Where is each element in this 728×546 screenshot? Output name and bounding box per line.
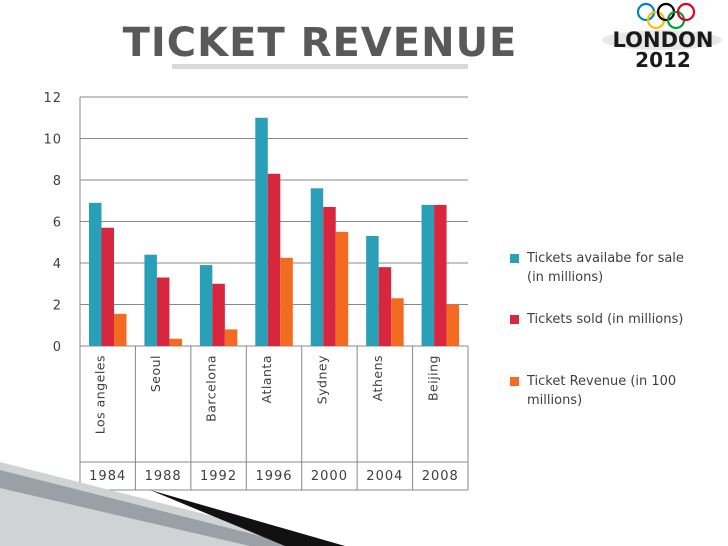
- bar: [323, 206, 336, 346]
- logo-year: 2012: [635, 48, 691, 72]
- legend-item-revenue: Ticket Revenue (in 100 millions): [510, 372, 700, 410]
- category-label: Atlanta: [259, 355, 274, 403]
- bar: [224, 329, 238, 346]
- bar: [366, 236, 379, 346]
- bar: [421, 204, 435, 346]
- legend-item-sold: Tickets sold (in millions): [510, 310, 700, 329]
- title-underline: [172, 64, 468, 69]
- category-labels: Los angeles Seoul Barcelona Atlanta Sydney At…: [93, 355, 441, 434]
- year-label: 2008: [422, 469, 459, 484]
- logo-london: LONDON: [613, 28, 714, 52]
- london-2012-logo: LONDON 2012: [602, 2, 722, 72]
- year-label: 2004: [366, 469, 403, 484]
- bar: [89, 202, 102, 346]
- bar: [199, 265, 213, 346]
- legend-item-available: Tickets availabe for sale (in millions): [510, 249, 700, 287]
- y-tick-label: 8: [53, 174, 62, 189]
- legend-swatch: [510, 254, 519, 263]
- bar: [156, 277, 170, 346]
- bar: [169, 338, 182, 346]
- bars: [89, 117, 460, 346]
- y-tick-label: 2: [53, 299, 62, 314]
- bar: [434, 204, 447, 346]
- y-tick-label: 4: [53, 257, 62, 272]
- logo-swoosh: [602, 30, 722, 50]
- y-tick-label: 12: [43, 91, 62, 106]
- y-axis-ticks: 0 2 4 6 8 10 12: [43, 91, 62, 355]
- bar: [255, 117, 268, 346]
- olympic-rings-icon: [636, 2, 696, 30]
- legend-label: Tickets availabe for sale (in millions): [527, 251, 684, 285]
- category-label: Beijing: [425, 355, 440, 401]
- y-tick-label: 0: [53, 340, 62, 355]
- legend-label: Ticket Revenue (in 100 millions): [527, 374, 677, 408]
- year-label: 1992: [200, 469, 237, 484]
- bar: [280, 257, 293, 346]
- category-label: Sydney: [314, 355, 329, 404]
- chart-frame: [79, 97, 469, 491]
- legend-swatch: [510, 377, 519, 386]
- bar: [267, 173, 281, 346]
- legend-swatch: [510, 315, 519, 324]
- year-label: 1988: [145, 469, 182, 484]
- slide-title: TICKET REVENUE: [122, 20, 518, 66]
- year-label: 1984: [89, 469, 126, 484]
- category-label: Los angeles: [93, 355, 108, 434]
- year-label: 2000: [311, 469, 348, 484]
- bar: [446, 304, 460, 346]
- bar: [310, 188, 324, 346]
- year-labels: 1984 1988 1992 1996 2000 2004 2008: [89, 469, 459, 484]
- legend-label: Tickets sold (in millions): [527, 312, 684, 327]
- bar: [212, 283, 225, 346]
- bar: [335, 231, 349, 346]
- category-label: Barcelona: [204, 355, 219, 422]
- swoosh-mid: [0, 470, 300, 546]
- category-label: Seoul: [148, 355, 163, 392]
- y-tick-label: 10: [43, 133, 62, 148]
- y-tick-label: 6: [53, 216, 62, 231]
- bar: [114, 313, 127, 346]
- bar: [101, 227, 114, 346]
- category-label: Athens: [370, 355, 385, 401]
- bar: [144, 254, 157, 346]
- swoosh-dark: [150, 490, 345, 546]
- year-label: 1996: [255, 469, 292, 484]
- bar: [378, 267, 392, 346]
- bar: [391, 298, 404, 346]
